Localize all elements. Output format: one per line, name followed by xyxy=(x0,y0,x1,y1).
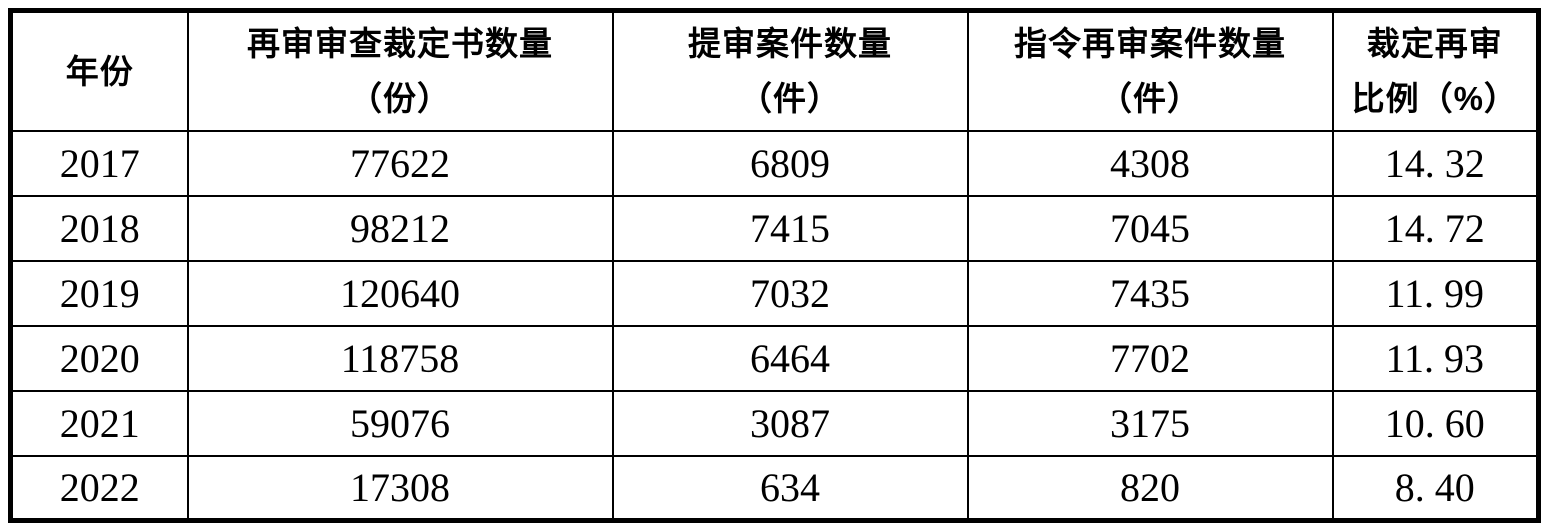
cell-retrial-ratio: 11. 93 xyxy=(1331,324,1540,392)
cell-trial-cases: 3087 xyxy=(611,389,969,457)
cell-retrial-ratio: 10. 60 xyxy=(1331,389,1540,457)
table-row: 2019 120640 7032 7435 11. 99 xyxy=(9,259,1540,327)
cell-trial-cases: 6809 xyxy=(611,129,969,197)
retrial-statistics-table: 年份 再审审查裁定书数量 （份） 提审案件数量 （件） 指令再审案件数量 （件）… xyxy=(8,8,1541,523)
table-row: 2021 59076 3087 3175 10. 60 xyxy=(9,389,1540,457)
header-label-retrial-ratio: 裁定再审 xyxy=(1366,25,1503,63)
cell-review-rulings: 77622 xyxy=(186,129,614,197)
header-label-trial-cases: 提审案件数量 xyxy=(688,25,892,63)
header-cell-trial-cases: 提审案件数量 （件） xyxy=(611,9,969,132)
header-cell-ordered-retrial-cases: 指令再审案件数量 （件） xyxy=(966,9,1334,132)
header-label-review-rulings: 再审审查裁定书数量 xyxy=(247,25,553,63)
cell-year: 2017 xyxy=(9,129,189,197)
header-cell-retrial-ratio: 裁定再审 比例（%） xyxy=(1331,9,1540,132)
cell-ordered-retrial-cases: 7435 xyxy=(966,259,1334,327)
cell-ordered-retrial-cases: 7702 xyxy=(966,324,1334,392)
header-unit-retrial-ratio: 比例（%） xyxy=(1351,80,1518,118)
header-cell-year: 年份 xyxy=(9,9,189,132)
cell-review-rulings: 59076 xyxy=(186,389,614,457)
cell-ordered-retrial-cases: 3175 xyxy=(966,389,1334,457)
cell-ordered-retrial-cases: 7045 xyxy=(966,194,1334,262)
cell-year: 2018 xyxy=(9,194,189,262)
cell-retrial-ratio: 11. 99 xyxy=(1331,259,1540,327)
header-cell-review-rulings: 再审审查裁定书数量 （份） xyxy=(186,9,614,132)
header-row: 年份 再审审查裁定书数量 （份） 提审案件数量 （件） 指令再审案件数量 （件）… xyxy=(9,9,1540,132)
cell-retrial-ratio: 14. 72 xyxy=(1331,194,1540,262)
cell-review-rulings: 118758 xyxy=(186,324,614,392)
cell-retrial-ratio: 8. 40 xyxy=(1331,454,1540,522)
cell-ordered-retrial-cases: 820 xyxy=(966,454,1334,522)
header-unit-review-rulings: （份） xyxy=(349,80,451,118)
cell-trial-cases: 6464 xyxy=(611,324,969,392)
cell-review-rulings: 98212 xyxy=(186,194,614,262)
cell-year: 2019 xyxy=(9,259,189,327)
table-row: 2020 118758 6464 7702 11. 93 xyxy=(9,324,1540,392)
header-unit-trial-cases: （件） xyxy=(739,80,841,118)
cell-year: 2021 xyxy=(9,389,189,457)
cell-trial-cases: 7032 xyxy=(611,259,969,327)
cell-trial-cases: 7415 xyxy=(611,194,969,262)
header-unit-ordered-retrial-cases: （件） xyxy=(1099,80,1201,118)
table-row: 2018 98212 7415 7045 14. 72 xyxy=(9,194,1540,262)
cell-year: 2022 xyxy=(9,454,189,522)
cell-review-rulings: 17308 xyxy=(186,454,614,522)
cell-retrial-ratio: 14. 32 xyxy=(1331,129,1540,197)
table-row: 2022 17308 634 820 8. 40 xyxy=(9,454,1540,522)
cell-review-rulings: 120640 xyxy=(186,259,614,327)
table-row: 2017 77622 6809 4308 14. 32 xyxy=(9,129,1540,197)
cell-ordered-retrial-cases: 4308 xyxy=(966,129,1334,197)
cell-year: 2020 xyxy=(9,324,189,392)
cell-trial-cases: 634 xyxy=(611,454,969,522)
header-label-year: 年份 xyxy=(65,52,134,90)
header-label-ordered-retrial-cases: 指令再审案件数量 xyxy=(1014,25,1286,63)
